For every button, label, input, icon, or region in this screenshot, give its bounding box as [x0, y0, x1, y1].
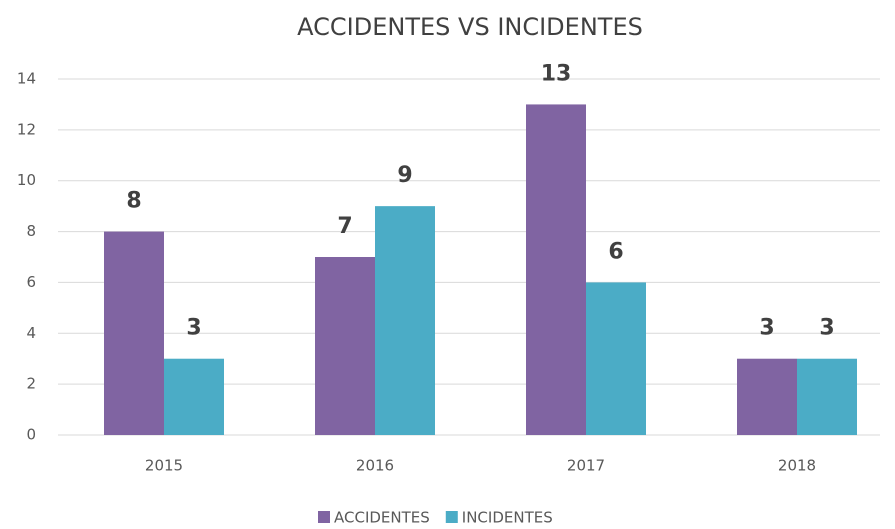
- legend-label: INCIDENTES: [462, 509, 553, 527]
- y-tick-label: 2: [26, 375, 36, 393]
- value-label: 8: [126, 189, 141, 214]
- y-tick-label: 14: [17, 70, 36, 88]
- value-label: 9: [397, 163, 412, 188]
- legend-label: ACCIDENTES: [334, 509, 430, 527]
- x-tick-label: 2018: [778, 457, 816, 475]
- legend-swatch: [318, 511, 330, 523]
- bar: [737, 358, 797, 435]
- value-label: 13: [541, 61, 572, 86]
- legend-swatch: [445, 511, 458, 523]
- bar: [104, 231, 164, 435]
- value-label: 3: [186, 316, 201, 341]
- y-tick-label: 10: [17, 171, 36, 189]
- x-tick-label: 2015: [145, 457, 183, 475]
- value-label: 3: [819, 316, 834, 341]
- value-label: 7: [337, 214, 352, 239]
- bar: [526, 104, 586, 435]
- y-tick-label: 12: [17, 120, 36, 138]
- bar: [586, 282, 646, 435]
- value-label: 3: [759, 316, 774, 341]
- bar: [797, 358, 857, 435]
- value-label: 6: [608, 239, 623, 264]
- chart-title: ACCIDENTES VS INCIDENTES: [297, 13, 643, 41]
- y-tick-label: 4: [26, 324, 36, 342]
- bar: [375, 206, 435, 435]
- bar: [164, 358, 224, 435]
- x-tick-label: 2016: [356, 457, 394, 475]
- bar: [315, 257, 375, 435]
- y-tick-label: 0: [26, 426, 36, 444]
- y-tick-label: 6: [26, 273, 36, 291]
- x-tick-label: 2017: [567, 457, 605, 475]
- y-tick-label: 8: [26, 222, 36, 240]
